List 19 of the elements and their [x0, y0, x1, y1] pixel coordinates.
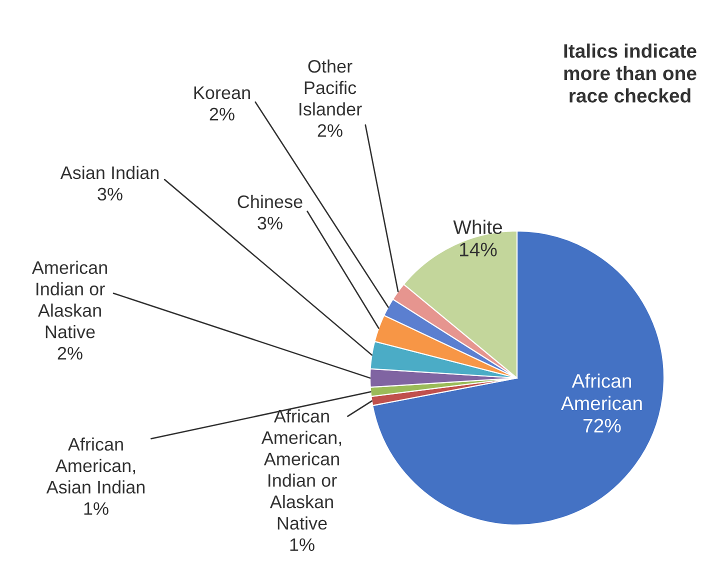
slice-label: African American	[560, 374, 642, 410]
data-label: 2%	[210, 108, 234, 120]
data-label: 1%	[290, 538, 314, 552]
slice-label: American Indian or Alaskan Native	[32, 260, 107, 338]
slice-label: Korean	[194, 86, 250, 100]
slice-label: Asian Indian	[60, 166, 159, 180]
slice-label: African American, Asian Indian	[46, 437, 145, 494]
data-label: 1%	[84, 502, 108, 515]
slice-label: African American, American Indian or Alaskan Native	[261, 409, 342, 530]
data-label: 3%	[98, 188, 122, 201]
data-label: 3%	[258, 216, 282, 230]
slice-label: White	[453, 220, 502, 234]
slice-label: Other Pacific Islander	[300, 59, 362, 116]
data-label: 14%	[460, 242, 497, 256]
data-label: 2%	[58, 346, 82, 360]
slice-label: Chinese	[238, 194, 302, 208]
data-label: 2%	[318, 124, 342, 137]
text: Italics indicate more than one race checked	[564, 44, 696, 103]
data-label: 72%	[584, 418, 621, 432]
